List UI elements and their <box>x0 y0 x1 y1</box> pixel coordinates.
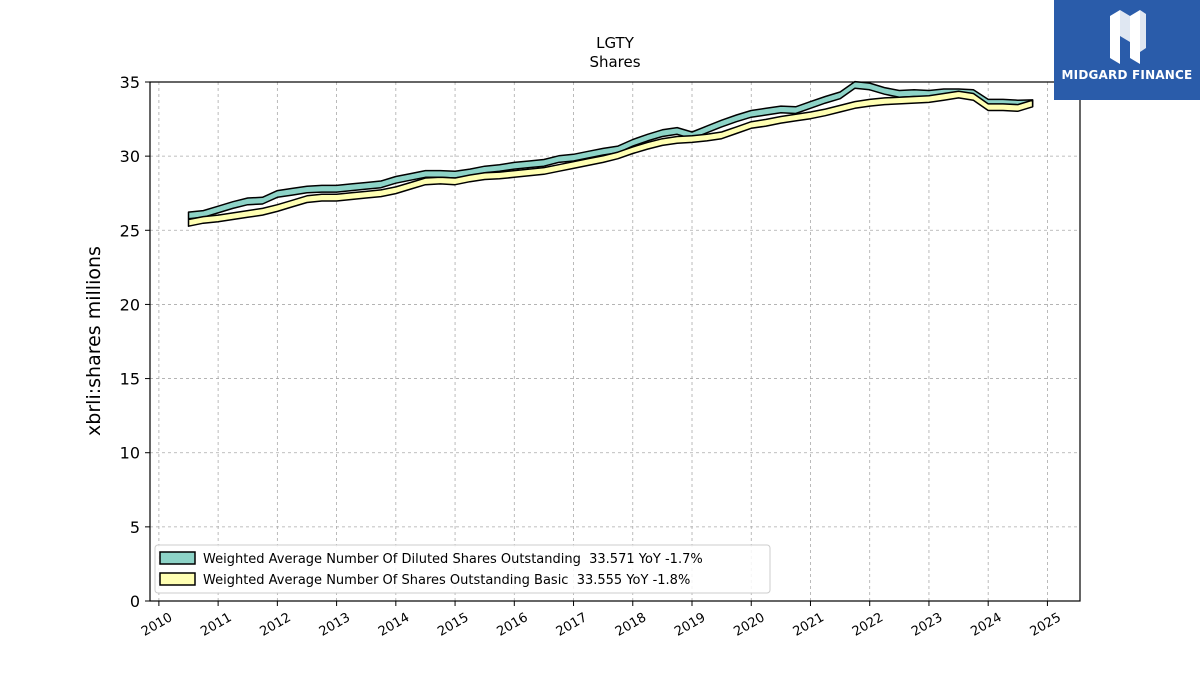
x-tick-label: 2018 <box>613 610 649 640</box>
y-tick-label: 25 <box>120 221 140 240</box>
x-tick-label: 2011 <box>198 610 234 640</box>
chart-title: LGTY <box>596 34 635 52</box>
y-tick-label: 30 <box>120 147 140 166</box>
legend-swatch-diluted <box>159 551 196 565</box>
chart-subtitle: Shares <box>589 53 640 71</box>
legend-swatch-basic <box>159 572 196 586</box>
x-tick-label: 2023 <box>909 610 945 640</box>
legend: Weighted Average Number Of Diluted Share… <box>154 544 771 594</box>
y-tick-label: 5 <box>130 518 140 537</box>
series-band-basic <box>187 90 1034 227</box>
y-tick-label: 35 <box>120 73 140 92</box>
legend-label-basic: Weighted Average Number Of Shares Outsta… <box>203 573 690 588</box>
x-tick-label: 2017 <box>554 610 590 640</box>
y-tick-label: 15 <box>120 370 140 389</box>
brand-logo: MIDGARD FINANCE <box>1054 0 1200 100</box>
x-tick-label: 2012 <box>258 610 294 640</box>
x-tick-label: 2014 <box>376 610 412 640</box>
x-tick-label: 2019 <box>672 610 708 640</box>
x-tick-label: 2024 <box>968 610 1004 640</box>
x-tick-label: 2025 <box>1028 610 1064 640</box>
legend-box <box>154 544 771 594</box>
x-tick-label: 2013 <box>317 610 353 640</box>
y-axis-ticks: 0 5 10 15 20 25 30 35 <box>120 73 150 611</box>
y-tick-label: 10 <box>120 444 140 463</box>
series-bands <box>187 80 1034 227</box>
x-tick-label: 2010 <box>139 610 175 640</box>
legend-label-diluted: Weighted Average Number Of Diluted Share… <box>203 552 703 567</box>
x-tick-label: 2020 <box>731 610 767 640</box>
x-tick-label: 2021 <box>791 610 827 640</box>
y-tick-label: 0 <box>130 592 140 611</box>
x-tick-label: 2016 <box>494 610 530 640</box>
x-tick-label: 2015 <box>435 610 471 640</box>
brand-name: MIDGARD FINANCE <box>1061 68 1193 82</box>
x-tick-label: 2022 <box>850 610 886 640</box>
plot-frame <box>149 81 1081 602</box>
y-axis-label: xbrli:shares millions <box>83 246 105 436</box>
x-axis-ticks: 2010 2011 2012 2013 2014 2015 2016 2017 2018 2019… <box>139 601 1064 640</box>
midgard-logo-icon <box>1110 10 1146 64</box>
y-tick-label: 20 <box>120 295 140 314</box>
